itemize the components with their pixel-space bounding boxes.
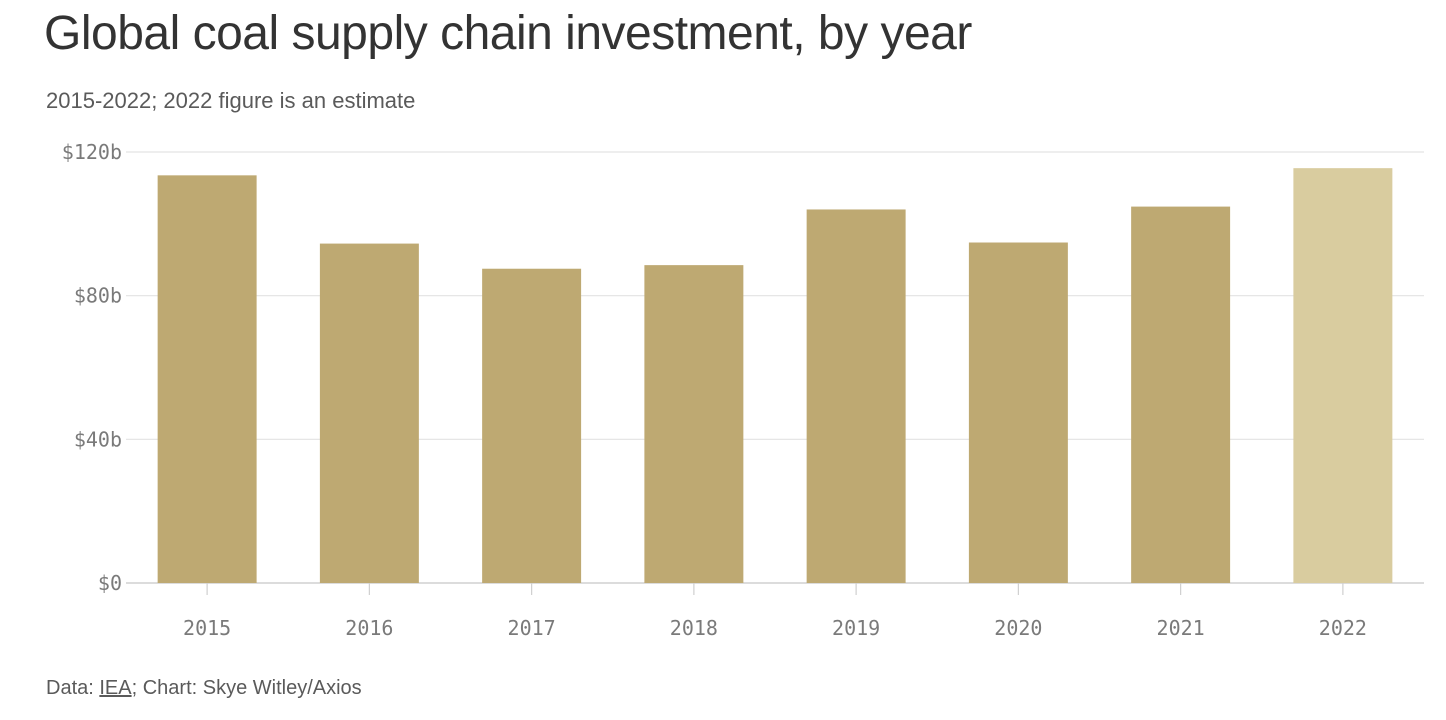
- bar-chart: $0 $40b $80b $120b 2015 2016 2017 2018 2019 2020…: [62, 140, 1424, 640]
- x-tick-label: 2021: [1157, 616, 1205, 640]
- x-tick-label: 2016: [345, 616, 393, 640]
- bar-2015: [157, 175, 257, 584]
- bar-2016: [319, 243, 419, 583]
- footer-prefix: Data:: [46, 677, 100, 699]
- x-tick-label: 2015: [183, 616, 231, 640]
- x-tick-label: 2020: [994, 616, 1042, 640]
- y-tick-label: $0: [98, 571, 122, 595]
- footer-credit: ; Chart: Skye Witley/Axios: [131, 677, 362, 699]
- x-tick-label: 2022: [1319, 616, 1367, 640]
- bars: [157, 168, 1393, 584]
- bar-2021: [1131, 206, 1231, 584]
- y-tick-label: $40b: [74, 427, 122, 451]
- y-tick-label: $80b: [74, 284, 122, 308]
- bar-2017: [482, 268, 582, 583]
- chart-title: Global coal supply chain investment, by …: [44, 7, 972, 60]
- bar-2019: [806, 209, 906, 583]
- y-axis-ticks: $0 $40b $80b $120b: [62, 140, 122, 595]
- x-tick-label: 2017: [508, 616, 556, 640]
- bar-2022: [1293, 168, 1393, 583]
- x-axis-ticks: 2015 2016 2017 2018 2019 2020 2021 2022: [183, 583, 1367, 640]
- x-tick-label: 2018: [670, 616, 718, 640]
- bar-2018: [644, 265, 744, 583]
- y-tick-label: $120b: [62, 140, 122, 164]
- chart-subtitle: 2015-2022; 2022 figure is an estimate: [46, 88, 416, 113]
- chart-footer: Data: IEA; Chart: Skye Witley/Axios: [46, 677, 362, 700]
- x-tick-label: 2019: [832, 616, 880, 640]
- source-link[interactable]: IEA: [99, 677, 132, 699]
- bar-2020: [968, 242, 1068, 583]
